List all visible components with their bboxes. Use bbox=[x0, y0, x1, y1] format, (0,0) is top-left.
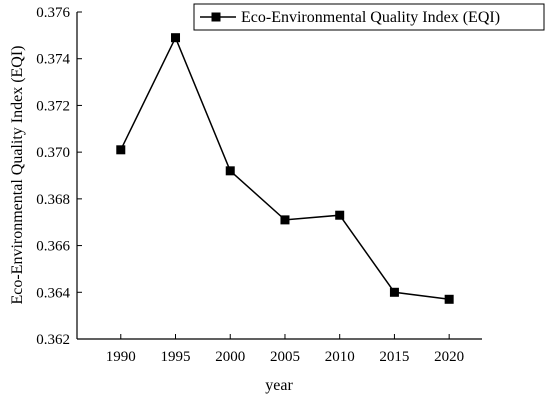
x-tick-label: 2020 bbox=[434, 349, 464, 365]
data-point-marker bbox=[116, 145, 126, 155]
y-tick-label: 0.376 bbox=[36, 5, 70, 21]
y-axis-ticks: 0.362 0.364 0.366 0.368 0.370 0.372 0.374 0.376 bbox=[36, 5, 82, 348]
legend-label: Eco-Environmental Quality Index (EQI) bbox=[241, 9, 500, 26]
y-tick-label: 0.368 bbox=[36, 192, 70, 208]
y-tick-label: 0.366 bbox=[36, 239, 70, 255]
x-tick-label: 1990 bbox=[106, 349, 136, 365]
data-point-marker bbox=[444, 294, 454, 304]
legend-box bbox=[193, 3, 545, 31]
x-tick-label: 2005 bbox=[270, 349, 300, 365]
y-axis-title: Eco-Environmental Quality Index (EQI) bbox=[9, 45, 26, 304]
x-tick-label: 2000 bbox=[215, 349, 245, 365]
x-tick-label: 2015 bbox=[379, 349, 409, 365]
data-point-marker bbox=[225, 166, 235, 176]
y-tick-label: 0.364 bbox=[36, 285, 70, 301]
y-tick-label: 0.362 bbox=[36, 332, 70, 348]
x-tick-label: 1995 bbox=[161, 349, 191, 365]
x-axis-title: year bbox=[265, 377, 293, 394]
data-point-marker bbox=[389, 287, 399, 297]
series-line bbox=[120, 35, 450, 301]
legend: Eco-Environmental Quality Index (EQI) bbox=[193, 3, 545, 31]
y-tick-label: 0.370 bbox=[36, 145, 70, 161]
legend-marker-swatch bbox=[211, 12, 221, 22]
x-tick-label: 2010 bbox=[325, 349, 355, 365]
data-point-marker bbox=[335, 210, 345, 220]
data-point-marker bbox=[171, 33, 181, 43]
x-axis-ticks: 1990 1995 2000 2005 2010 2015 2020 bbox=[106, 334, 464, 365]
data-point-marker bbox=[280, 215, 290, 225]
y-tick-label: 0.374 bbox=[36, 52, 70, 68]
y-tick-label: 0.372 bbox=[36, 98, 70, 114]
series-layer bbox=[116, 33, 454, 304]
